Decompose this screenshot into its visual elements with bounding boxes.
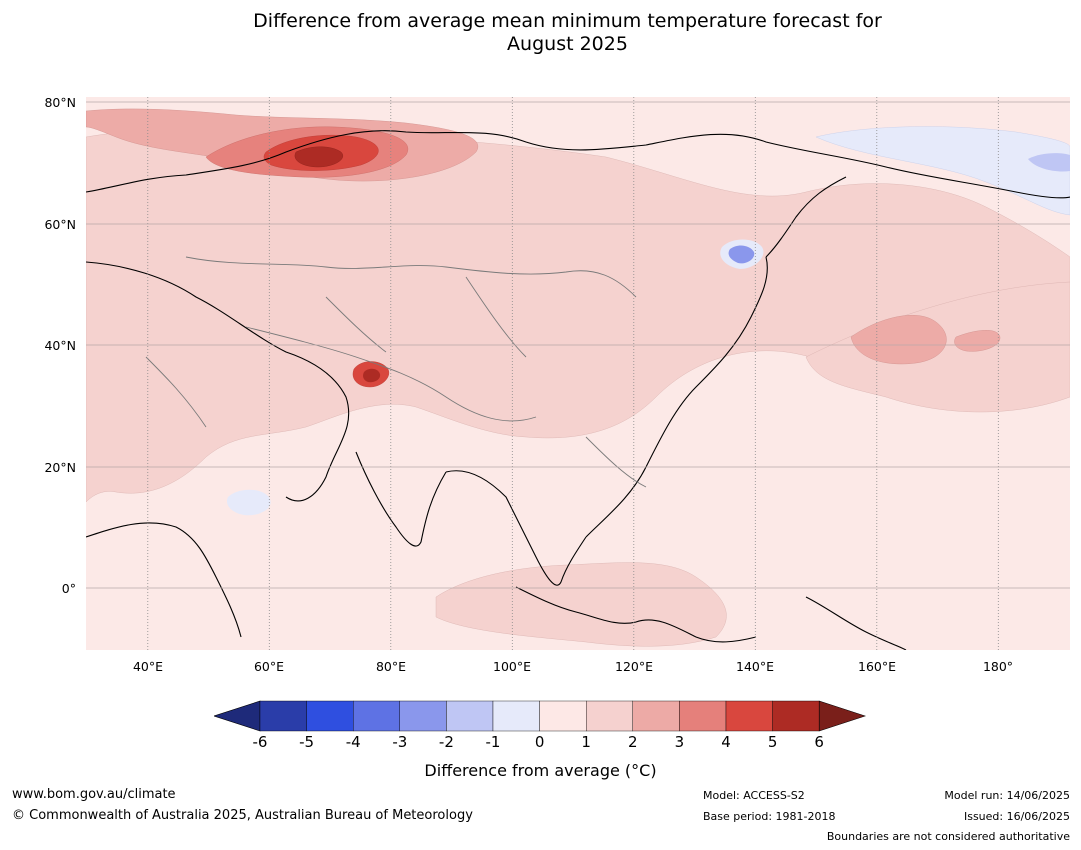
colorbar-tick-label: 6: [814, 733, 824, 751]
lon-label-140e: 140°E: [735, 659, 775, 674]
colorbar-segment: [259, 700, 307, 732]
lat-label-60n: 60°N: [44, 217, 76, 232]
anomaly-neg-1-0-region-arctic: [815, 126, 1070, 216]
colorbar-segment: [446, 700, 494, 732]
coastlines: [86, 130, 1070, 650]
colorbar: [213, 700, 867, 736]
lat-label-0: 0°: [61, 581, 76, 596]
colorbar-segment: [772, 700, 820, 732]
colorbar-segment: [539, 700, 587, 732]
lat-label-20n: 20°N: [44, 460, 76, 475]
footer-website-link[interactable]: www.bom.gov.au/climate: [12, 787, 176, 802]
lon-label-180: 180°: [982, 659, 1014, 674]
lon-label-100e: 100°E: [492, 659, 532, 674]
lon-label-40e: 40°E: [132, 659, 164, 674]
lon-label-120e: 120°E: [614, 659, 654, 674]
latitude-gridlines: [86, 101, 1070, 589]
footer-base-period: Base period: 1981-2018: [703, 810, 836, 823]
anomaly-neg-2-1-region-okhotsk: [728, 245, 755, 264]
lon-label-160e: 160°E: [857, 659, 897, 674]
colorbar-segment: [352, 700, 400, 732]
anomaly-2-3-region-pacific: [850, 315, 947, 365]
anomaly-1-2-region-indian-ocean: [435, 562, 727, 647]
colorbar-tick-label: -1: [485, 733, 501, 751]
footer-issued: Issued: 16/06/2025: [963, 810, 1070, 823]
lat-label-80n: 80°N: [44, 95, 76, 110]
anomaly-5-6-region-siberia: [294, 146, 343, 168]
anomaly-5-6-region-himalaya: [363, 368, 381, 383]
colorbar-tick-label: -3: [392, 733, 408, 751]
map-title: Difference from average mean minimum tem…: [0, 10, 1081, 56]
colorbar-tick-label: -5: [299, 733, 315, 751]
colorbar-segment: [586, 700, 634, 732]
colorbar-segment: [492, 700, 540, 732]
colorbar-segment: [632, 700, 680, 732]
colorbar-tick-label: 1: [581, 733, 591, 751]
colorbar-tick-label: 4: [721, 733, 731, 751]
footer-model-run: Model run: 14/06/2025: [944, 789, 1070, 802]
lon-label-60e: 60°E: [253, 659, 285, 674]
colorbar-segment: [679, 700, 727, 732]
map-canvas: [86, 97, 1070, 650]
colorbar-under-arrow: [213, 700, 261, 732]
colorbar-tick-label: 0: [534, 733, 545, 751]
colorbar-tick-label: -4: [345, 733, 361, 751]
anomaly-neg-2-1-region-arctic: [1028, 153, 1070, 172]
forecast-map[interactable]: [86, 97, 1070, 650]
title-line-1: Difference from average mean minimum tem…: [253, 10, 882, 32]
colorbar-tick-label: 3: [674, 733, 685, 751]
lon-label-80e: 80°E: [375, 659, 407, 674]
anomaly-2-3-region-east: [954, 330, 1001, 352]
anomaly-neg-1-0-region-arabian-sea: [226, 489, 271, 516]
footer-copyright: © Commonwealth of Australia 2025, Austra…: [12, 808, 473, 823]
colorbar-label: Difference from average (°C): [424, 761, 657, 780]
colorbar-tick-label: -6: [252, 733, 268, 751]
footer-model: Model: ACCESS-S2: [703, 789, 805, 802]
colorbar-segment: [725, 700, 773, 732]
longitude-gridlines: [147, 97, 999, 650]
colorbar-tick-label: 2: [628, 733, 638, 751]
footer-disclaimer: Boundaries are not considered authoritat…: [826, 830, 1070, 843]
colorbar-segment: [399, 700, 447, 732]
title-line-2: August 2025: [507, 33, 628, 55]
colorbar-over-arrow: [818, 700, 867, 732]
lat-label-40n: 40°N: [44, 338, 76, 353]
colorbar-tick-label: -2: [438, 733, 454, 751]
colorbar-tick-label: 5: [767, 733, 778, 751]
colorbar-segment: [306, 700, 354, 732]
colorbar-graphic: [213, 700, 867, 732]
country-borders: [145, 256, 647, 488]
